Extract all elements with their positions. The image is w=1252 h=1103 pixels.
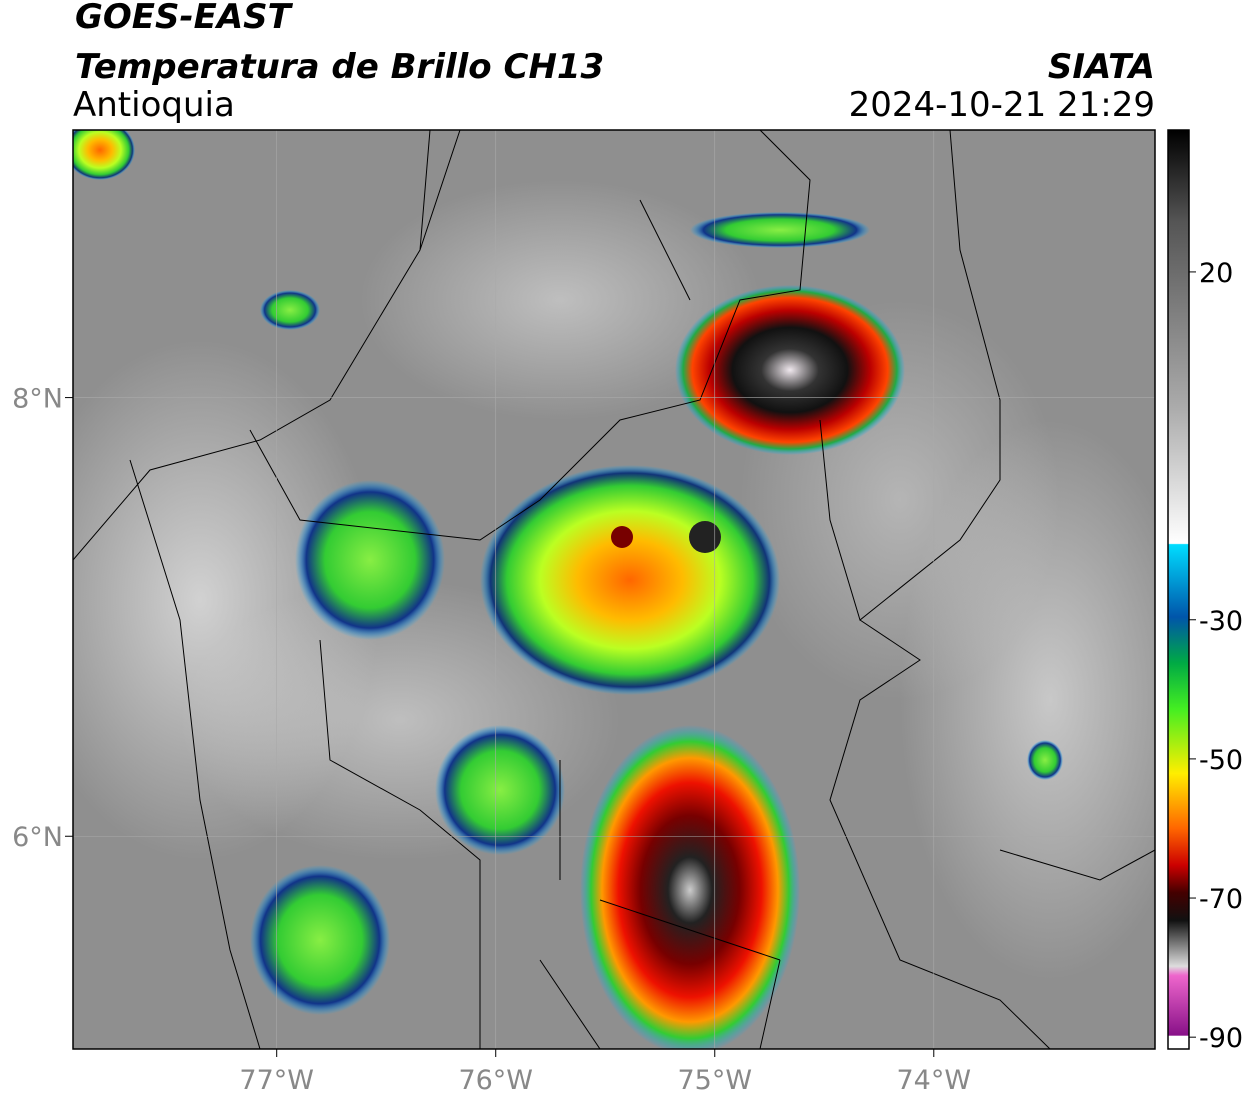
source: SIATA bbox=[1048, 47, 1155, 87]
x-tick-label: 76°W bbox=[458, 1065, 533, 1096]
y-tick-label: 6°N bbox=[12, 822, 63, 853]
colorbar-tick-label: -70 bbox=[1199, 884, 1243, 915]
x-tick-label: 77°W bbox=[239, 1065, 314, 1096]
region: Antioquia bbox=[73, 85, 235, 125]
colorbar-tick-label: -50 bbox=[1199, 745, 1243, 776]
x-tick-label: 75°W bbox=[677, 1065, 752, 1096]
x-tick-label: 74°W bbox=[897, 1065, 972, 1096]
satellite: GOES-EAST bbox=[75, 0, 294, 37]
y-tick-label: 8°N bbox=[12, 384, 63, 415]
map-frame bbox=[72, 129, 1156, 1050]
datetime: 2024-10-21 21:29 bbox=[849, 85, 1155, 125]
colorbar-tick-label: -90 bbox=[1199, 1023, 1243, 1054]
graticule bbox=[73, 130, 1155, 1049]
colorbar-tick-label: 20 bbox=[1199, 258, 1233, 289]
colorbar-tick-label: -30 bbox=[1199, 606, 1243, 637]
colorbar bbox=[1167, 129, 1190, 1050]
satellite-image bbox=[73, 130, 1155, 1049]
product: Temperatura de Brillo CH13 bbox=[75, 47, 604, 87]
